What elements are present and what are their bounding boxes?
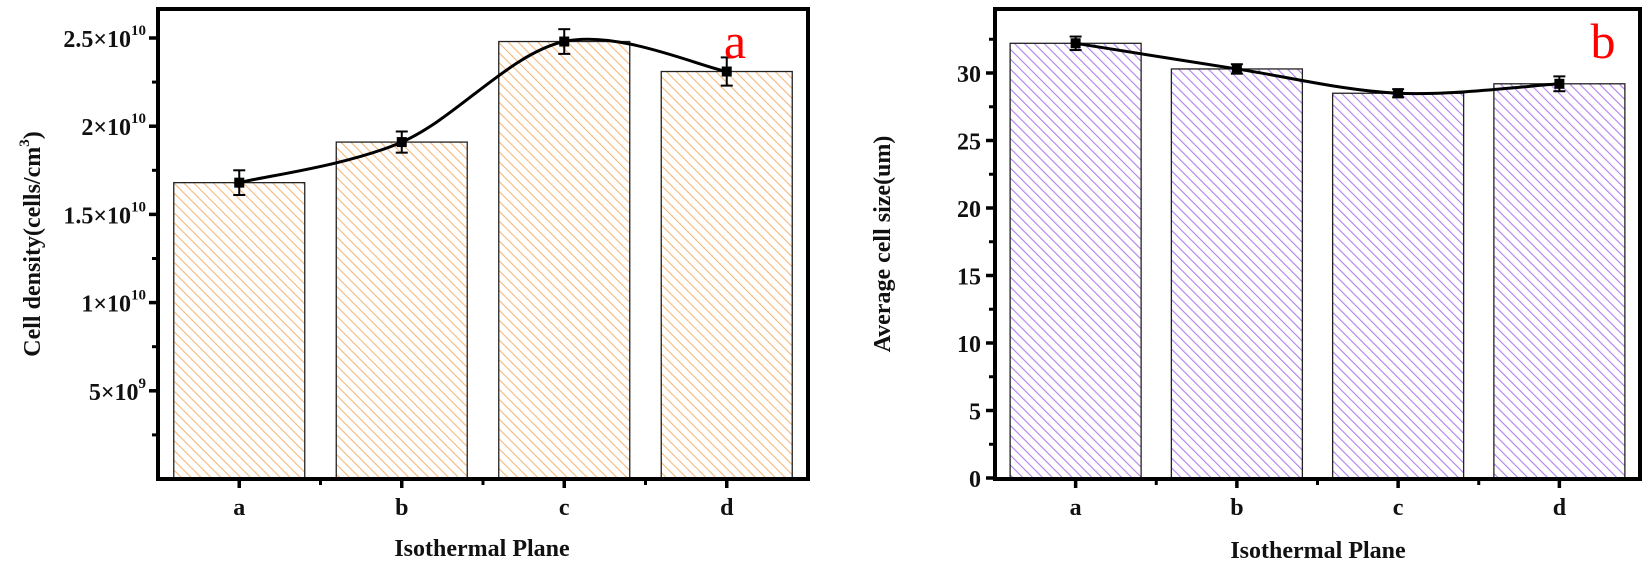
y-tick-label: 15: [957, 265, 981, 291]
bar-a: [1009, 42, 1142, 479]
chart-panel-a: 5×109 1×1010 1.5×1010 2×1010 2.5×1010 a b c d Iso…: [17, 7, 810, 562]
x-axis: a b c d: [233, 479, 734, 521]
data-point-marker: [559, 36, 570, 47]
x-axis: a b c d: [1070, 479, 1567, 521]
y-axis: 0 5 10 15 20 25 30: [957, 37, 995, 493]
y-tick-label: 1.5×1010: [63, 199, 146, 229]
trend-line: [1075, 41, 1560, 96]
y-tick-label: 25: [957, 130, 981, 156]
y-tick-label: 5: [969, 400, 981, 426]
y-tick-label: 0: [969, 467, 981, 493]
y-tick-label: 30: [957, 62, 981, 88]
error-bars: [233, 28, 733, 196]
bars: [1009, 42, 1626, 479]
data-point-marker: [234, 177, 245, 188]
bar-b: [335, 141, 468, 480]
x-axis-title: Isothermal Plane: [394, 536, 570, 562]
bar-a: [173, 181, 306, 480]
y-axis: 5×109 1×1010 1.5×1010 2×1010 2.5×1010: [63, 23, 158, 437]
chart-panel-b: 0 5 10 15 20 25 30 a b c d Isothermal Plane Average …: [870, 7, 1642, 564]
bar-d: [1493, 83, 1626, 479]
data-point-marker: [1554, 78, 1565, 89]
y-tick-label: 5×109: [89, 376, 146, 406]
x-tick-label-b: b: [395, 495, 408, 521]
data-point-marker: [1393, 88, 1404, 99]
x-tick-label-d: d: [720, 495, 734, 521]
x-tick-label-a: a: [1070, 495, 1082, 521]
bar-b: [1170, 68, 1304, 479]
y-tick-label: 10: [957, 332, 981, 358]
data-point-marker: [1231, 63, 1242, 74]
y-tick-label: 1×1010: [81, 288, 146, 318]
x-tick-label-b: b: [1230, 495, 1243, 521]
trend-line: [238, 37, 728, 185]
bar-c: [498, 40, 631, 480]
bars: [173, 40, 793, 480]
data-point-marker: [396, 137, 407, 148]
x-tick-label-c: c: [1393, 495, 1404, 521]
y-tick-label: 2×1010: [81, 111, 146, 141]
x-axis-title: Isothermal Plane: [1230, 538, 1406, 564]
y-axis-title: Cell density(cells/cm3): [17, 131, 46, 356]
bar-d: [660, 70, 793, 480]
x-tick-label-c: c: [559, 495, 570, 521]
panel-label: b: [1591, 13, 1616, 69]
bar-c: [1331, 92, 1465, 479]
y-axis-title: Average cell size(um): [870, 136, 896, 353]
data-point-marker: [721, 66, 732, 77]
error-bars: [1069, 35, 1566, 99]
x-tick-label-d: d: [1553, 495, 1567, 521]
y-tick-label: 2.5×1010: [63, 23, 146, 53]
y-tick-label: 20: [957, 197, 981, 223]
data-point-marker: [1070, 38, 1081, 49]
x-tick-label-a: a: [233, 495, 245, 521]
panel-label: a: [724, 13, 746, 69]
